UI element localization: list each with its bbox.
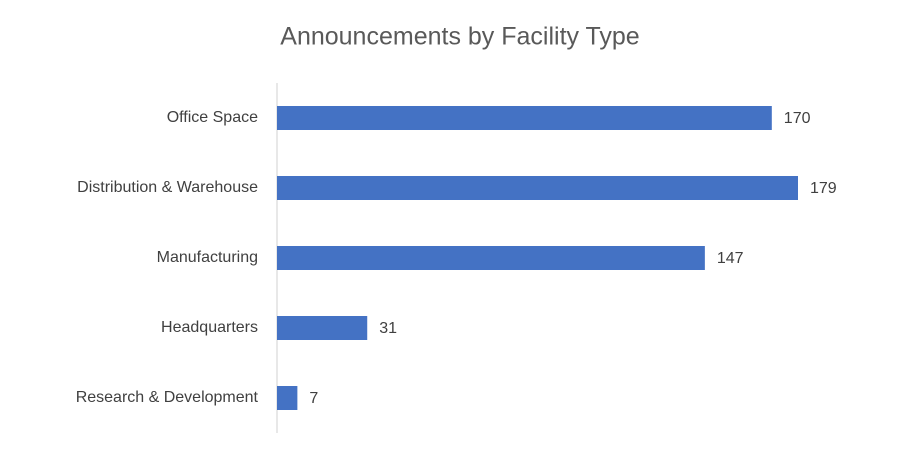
bar	[277, 386, 298, 410]
category-label: Research & Development	[76, 389, 259, 406]
bar	[277, 106, 772, 130]
value-label: 31	[379, 320, 397, 337]
bar	[277, 176, 798, 200]
bar	[277, 316, 368, 340]
category-label: Distribution & Warehouse	[77, 179, 258, 196]
category-label: Manufacturing	[157, 249, 258, 266]
value-label: 147	[717, 250, 744, 267]
category-label: Office Space	[167, 109, 258, 126]
category-label: Headquarters	[161, 319, 258, 336]
value-label: 7	[309, 390, 318, 407]
bar	[277, 246, 705, 270]
chart-title: Announcements by Facility Type	[280, 23, 639, 51]
value-label: 179	[810, 180, 837, 197]
value-label: 170	[784, 110, 811, 127]
